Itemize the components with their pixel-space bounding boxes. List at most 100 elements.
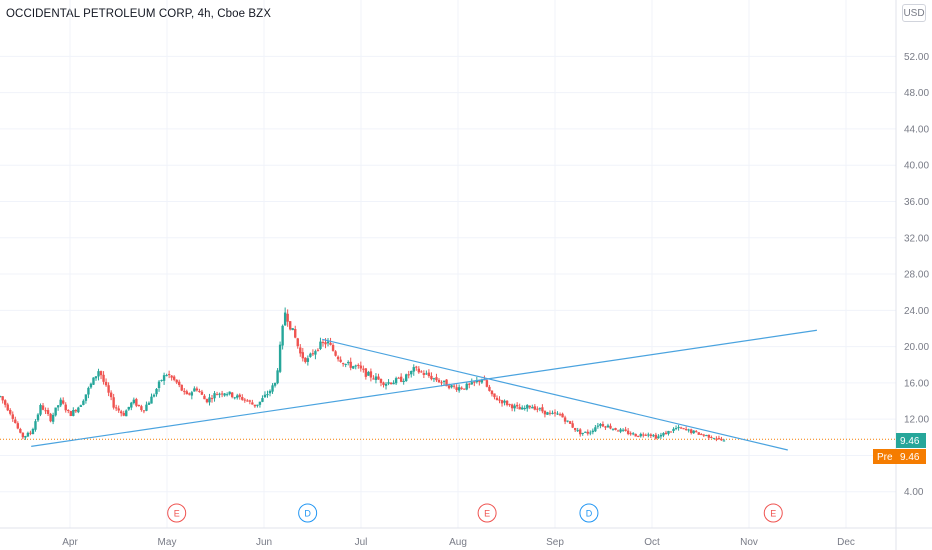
candle xyxy=(533,404,537,411)
candle xyxy=(621,428,625,432)
dividend-event-marker[interactable]: D xyxy=(579,503,599,523)
candle xyxy=(107,382,110,397)
candle-body xyxy=(223,393,226,396)
candle-body xyxy=(367,372,370,376)
candle xyxy=(490,390,494,397)
candle-body xyxy=(536,408,539,410)
candle xyxy=(326,338,330,347)
x-tick-label: Apr xyxy=(62,537,78,548)
candle-body xyxy=(692,430,695,434)
symbol-title[interactable]: OCCIDENTAL PETROLEUM CORP, 4h, Cboe BZX xyxy=(6,8,272,20)
earnings-event-circle[interactable] xyxy=(477,503,497,523)
candle xyxy=(715,436,718,442)
earnings-event-marker[interactable]: E xyxy=(167,503,187,523)
candle xyxy=(609,423,612,430)
dividend-event-circle[interactable] xyxy=(298,503,318,523)
candle-body xyxy=(203,395,206,400)
x-tick-label: Aug xyxy=(449,537,467,548)
dividend-event-circle[interactable] xyxy=(579,503,599,523)
candle-body xyxy=(649,434,653,436)
candle-body xyxy=(77,407,80,413)
candle-body xyxy=(659,434,663,437)
candle xyxy=(180,384,183,392)
candle xyxy=(157,380,161,392)
y-axis[interactable]: 52.00 48.00 44.00 40.00 36.00 32.00 28.00 24.00… xyxy=(904,52,929,498)
candle xyxy=(576,427,579,432)
candle-body xyxy=(599,424,602,426)
candle-body xyxy=(394,378,398,384)
candle xyxy=(513,403,516,412)
candle-body xyxy=(0,396,2,398)
candle xyxy=(498,396,501,404)
candle-body xyxy=(299,347,302,354)
candle-body xyxy=(150,396,153,404)
candle xyxy=(92,377,95,386)
candle xyxy=(14,416,17,424)
dividend-event-marker[interactable]: D xyxy=(298,503,318,523)
candle-body xyxy=(64,404,67,411)
candle xyxy=(647,432,650,438)
candle-body xyxy=(551,412,554,414)
candle-body xyxy=(46,410,50,415)
earnings-event-marker[interactable]: E xyxy=(763,503,783,523)
candle xyxy=(558,412,562,417)
candle xyxy=(637,435,640,438)
candle xyxy=(39,403,42,417)
candle xyxy=(624,426,627,432)
candle-body xyxy=(702,434,705,436)
candle-body xyxy=(455,387,458,390)
candle xyxy=(687,428,690,433)
candles[interactable] xyxy=(0,307,726,442)
earnings-event-circle[interactable] xyxy=(167,503,187,523)
candle xyxy=(309,352,312,358)
candle-body xyxy=(720,438,723,441)
candle xyxy=(130,401,133,411)
x-axis[interactable]: Apr May Jun Jul Aug Sep Oct Nov Dec xyxy=(62,537,855,548)
candle xyxy=(364,367,368,380)
candle-body xyxy=(468,383,471,385)
trendline-resistance[interactable] xyxy=(322,338,788,451)
candle-body xyxy=(697,432,700,435)
candle xyxy=(616,429,620,432)
trendline-support[interactable] xyxy=(31,329,817,447)
earnings-event-marker[interactable]: E xyxy=(477,503,497,523)
candle-body xyxy=(316,349,320,351)
candle-body xyxy=(230,392,234,398)
candle-body xyxy=(647,434,650,436)
candle-body xyxy=(674,428,678,430)
candle-body xyxy=(314,351,317,355)
candle xyxy=(51,412,55,425)
candle xyxy=(331,343,335,352)
earnings-event-letter: E xyxy=(174,509,180,519)
candle-body xyxy=(372,378,375,380)
candle-body xyxy=(276,370,279,384)
candle-body xyxy=(120,411,123,414)
candle-body xyxy=(319,341,322,349)
candle-body xyxy=(241,397,244,400)
candle-body xyxy=(420,371,423,373)
candle-body xyxy=(508,404,511,406)
earnings-event-circle[interactable] xyxy=(763,503,783,523)
currency-badge[interactable]: USD xyxy=(902,4,926,22)
candle xyxy=(405,373,408,382)
candle xyxy=(243,397,246,403)
candle-body xyxy=(389,382,393,384)
candle xyxy=(367,370,370,376)
candle-body xyxy=(531,407,534,409)
candle-body xyxy=(594,427,597,432)
candle xyxy=(596,422,600,429)
candle-body xyxy=(435,377,438,381)
candle-body xyxy=(437,379,441,383)
candle xyxy=(382,381,385,388)
candle-body xyxy=(228,391,231,395)
candle xyxy=(420,370,423,373)
candle xyxy=(346,360,350,366)
candle xyxy=(253,404,257,408)
candle xyxy=(273,382,277,388)
candle-body xyxy=(21,432,25,438)
candle-body xyxy=(185,391,188,395)
candle-body xyxy=(604,426,607,428)
